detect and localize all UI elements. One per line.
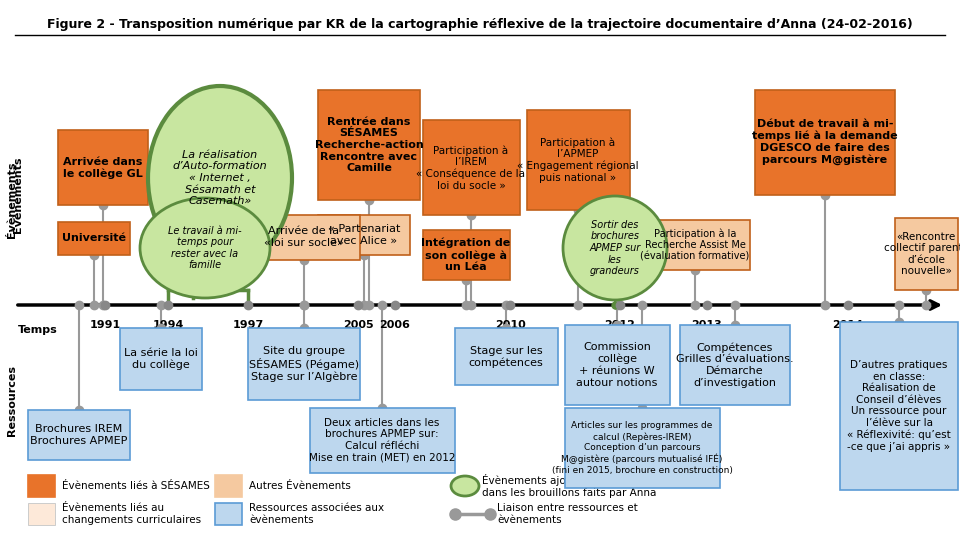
- Text: 1997: 1997: [232, 320, 264, 330]
- FancyBboxPatch shape: [215, 503, 242, 525]
- FancyBboxPatch shape: [58, 222, 130, 255]
- Ellipse shape: [140, 198, 270, 298]
- Text: Brochures IREM
Brochures APMEP: Brochures IREM Brochures APMEP: [31, 424, 128, 446]
- Text: Temps: Temps: [18, 325, 58, 335]
- Text: « Partenariat
avec Alice »: « Partenariat avec Alice »: [327, 224, 400, 246]
- Text: Articles sur les programmes de
calcul (Repères-IREM)
Conception d’un parcours
M@: Articles sur les programmes de calcul (R…: [552, 422, 732, 475]
- Text: Intégration de
son collège à
un Léa: Intégration de son collège à un Léa: [421, 238, 511, 272]
- Text: 2005: 2005: [343, 320, 373, 330]
- FancyBboxPatch shape: [755, 90, 895, 195]
- Text: Participation à
l’IREM
« Conséquence de la
loi du socle »: Participation à l’IREM « Conséquence de …: [417, 145, 525, 191]
- FancyBboxPatch shape: [58, 130, 148, 205]
- Text: 2006: 2006: [379, 320, 411, 330]
- FancyBboxPatch shape: [423, 230, 510, 280]
- Ellipse shape: [451, 476, 479, 496]
- Text: 1991: 1991: [89, 320, 121, 330]
- Text: Autres Évènements: Autres Évènements: [249, 481, 350, 491]
- FancyBboxPatch shape: [310, 408, 455, 473]
- Text: Ressources: Ressources: [7, 364, 17, 435]
- Text: Sortir des
brochures
APMEP sur
les
grandeurs: Sortir des brochures APMEP sur les grand…: [589, 220, 640, 276]
- Ellipse shape: [148, 86, 292, 270]
- Text: Compétences
Grilles d’évaluations.
Démarche
d’investigation: Compétences Grilles d’évaluations. Démar…: [676, 342, 794, 388]
- FancyBboxPatch shape: [215, 475, 242, 497]
- Text: Université: Université: [62, 233, 126, 243]
- FancyBboxPatch shape: [28, 475, 55, 497]
- FancyBboxPatch shape: [680, 325, 790, 405]
- Text: Commission
collège
+ réunions W
autour notions: Commission collège + réunions W autour n…: [576, 342, 658, 388]
- Text: D’autres pratiques
en classe:
Réalisation de
Conseil d’élèves
Un ressource pour
: D’autres pratiques en classe: Réalisatio…: [847, 360, 950, 452]
- FancyBboxPatch shape: [840, 322, 958, 490]
- Text: Figure 2 - Transposition numérique par KR de la cartographie réflexive de la tra: Figure 2 - Transposition numérique par K…: [47, 18, 913, 31]
- Ellipse shape: [563, 196, 667, 300]
- FancyBboxPatch shape: [28, 503, 55, 525]
- Text: 2012: 2012: [605, 320, 636, 330]
- Text: 2010: 2010: [494, 320, 525, 330]
- Text: Évènements liés à SÉSAMES: Évènements liés à SÉSAMES: [62, 481, 210, 491]
- FancyBboxPatch shape: [120, 328, 202, 390]
- Text: Participation à
l’APMEP
« Engagement régional
puis national »: Participation à l’APMEP « Engagement rég…: [517, 137, 638, 183]
- Text: Évènements ajoutés qui étaient
dans les brouillons faits par Anna: Évènements ajoutés qui étaient dans les …: [482, 474, 657, 498]
- FancyBboxPatch shape: [640, 220, 750, 270]
- Text: 1994: 1994: [153, 320, 183, 330]
- Text: La réalisation
d’Auto-formation
« Internet ,
Sésamath et
Casemath»: La réalisation d’Auto-formation « Intern…: [173, 150, 267, 206]
- Text: La série la loi
du collège: La série la loi du collège: [124, 348, 198, 370]
- Text: 2013: 2013: [691, 320, 722, 330]
- FancyBboxPatch shape: [565, 325, 670, 405]
- FancyBboxPatch shape: [318, 215, 410, 255]
- FancyBboxPatch shape: [895, 218, 958, 290]
- Text: Évènements: Évènements: [13, 157, 23, 233]
- FancyBboxPatch shape: [423, 120, 520, 215]
- Text: Site du groupe
SÉSAMES (Pégame)
Stage sur l’Algèbre: Site du groupe SÉSAMES (Pégame) Stage su…: [249, 346, 359, 382]
- FancyBboxPatch shape: [248, 215, 360, 260]
- Text: «Rencontre
collectif parents
d’école
nouvelle»: «Rencontre collectif parents d’école nou…: [884, 232, 960, 276]
- Text: Évènements: Évènements: [7, 162, 17, 238]
- Text: Évènements liés au
changements curriculaires: Évènements liés au changements curricula…: [62, 503, 202, 525]
- FancyBboxPatch shape: [527, 110, 630, 210]
- Text: Arrivée dans
le collège GL: Arrivée dans le collège GL: [63, 157, 143, 179]
- Text: Début de travail à mi-
temps lié à la demande
DGESCO de faire des
parcours M@gis: Début de travail à mi- temps lié à la de…: [753, 119, 898, 165]
- Text: Stage sur les
compétences: Stage sur les compétences: [468, 346, 543, 368]
- Text: Rentrée dans
SÉSAMES
Recherche-action
Rencontre avec
Camille: Rentrée dans SÉSAMES Recherche-action Re…: [315, 117, 423, 173]
- FancyBboxPatch shape: [455, 328, 558, 385]
- FancyBboxPatch shape: [248, 328, 360, 400]
- Text: Deux articles dans les
brochures APMEP sur:
Calcul réfléchi
Mise en train (MET) : Deux articles dans les brochures APMEP s…: [309, 417, 455, 462]
- Text: Arrivée de la
«loi sur socle»: Arrivée de la «loi sur socle»: [264, 226, 344, 248]
- Text: 2014: 2014: [832, 320, 863, 330]
- FancyBboxPatch shape: [28, 410, 130, 460]
- FancyBboxPatch shape: [565, 408, 720, 488]
- FancyBboxPatch shape: [318, 90, 420, 200]
- Text: Ressources associées aux
èvènements: Ressources associées aux èvènements: [249, 503, 384, 525]
- Text: Le travail à mi-
temps pour
rester avec la
famille: Le travail à mi- temps pour rester avec …: [168, 226, 242, 271]
- Text: Participation à la
Recherche Assist Me
(évaluation formative): Participation à la Recherche Assist Me (…: [640, 228, 750, 262]
- Text: Liaison entre ressources et
èvènements: Liaison entre ressources et èvènements: [497, 503, 637, 525]
